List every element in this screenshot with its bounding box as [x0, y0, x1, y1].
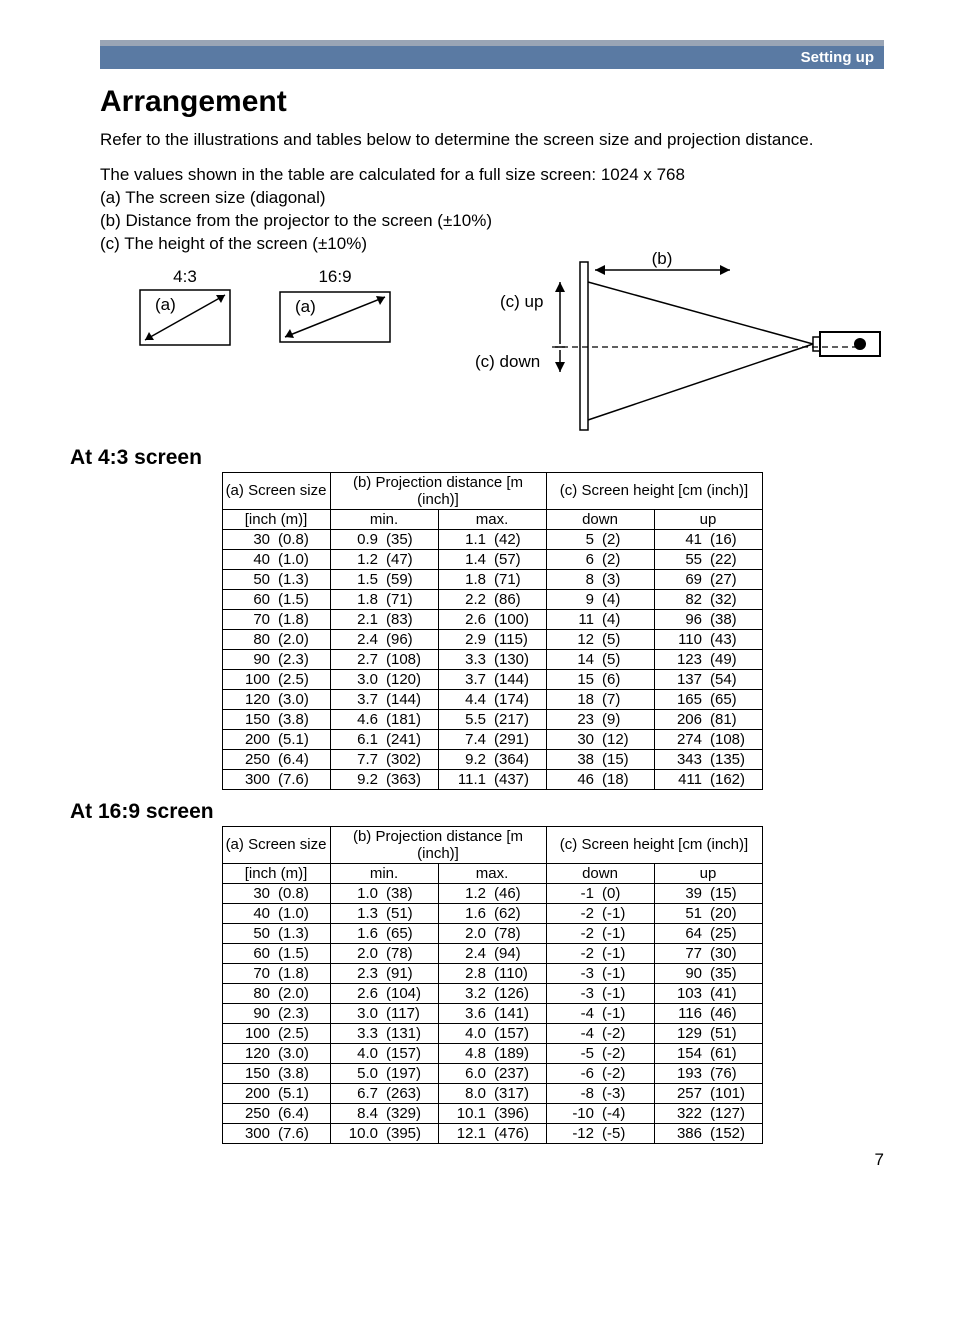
diagram-row: 4:3 (a) 16:9 (a) (b) (c [100, 252, 884, 442]
c-up-label: (c) up [500, 292, 543, 311]
page-title: Arrangement [100, 85, 884, 119]
legend-a: (a) The screen size (diagonal) [100, 187, 884, 210]
b-label: (b) [652, 252, 673, 268]
screen169-heading: At 16:9 screen [70, 800, 884, 824]
a-label-43: (a) [155, 295, 176, 314]
screen43-heading: At 4:3 screen [70, 446, 884, 470]
diagram-svg: 4:3 (a) 16:9 (a) (b) (c [100, 252, 884, 442]
page-number: 7 [875, 1150, 884, 1170]
calc-line: The values shown in the table are calcul… [100, 164, 884, 187]
table-43: (a) Screen size(b) Projection distance [… [222, 472, 763, 790]
c-down-label: (c) down [475, 352, 540, 371]
intro-text: Refer to the illustrations and tables be… [100, 129, 884, 152]
legend-b: (b) Distance from the projector to the s… [100, 210, 884, 233]
a-label-169: (a) [295, 297, 316, 316]
spec-list: The values shown in the table are calcul… [100, 164, 884, 256]
ratio43-label: 4:3 [173, 267, 197, 286]
ratio169-label: 16:9 [318, 267, 351, 286]
table-169: (a) Screen size(b) Projection distance [… [222, 826, 763, 1144]
section-header: Setting up [100, 46, 884, 69]
